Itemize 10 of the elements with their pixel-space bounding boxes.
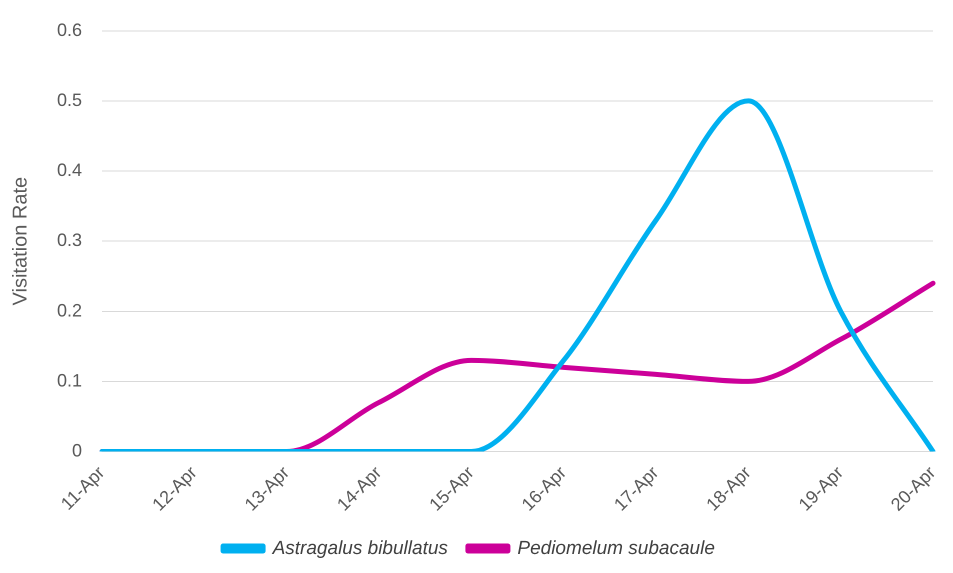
y-tick-label: 0.1 (56, 370, 82, 390)
y-tick-label: 0.6 (56, 20, 82, 40)
y-tick-label: 0.3 (56, 230, 82, 250)
y-tick-label: 0.5 (56, 90, 82, 110)
legend-label: Pediomelum subacaule (517, 538, 715, 559)
y-tick-label: 0 (72, 440, 82, 460)
y-tick-label: 0.2 (56, 300, 82, 320)
legend-label: Astragalus bibullatus (272, 538, 448, 559)
y-tick-label: 0.4 (56, 160, 82, 180)
y-axis-title: Visitation Rate (10, 176, 32, 306)
